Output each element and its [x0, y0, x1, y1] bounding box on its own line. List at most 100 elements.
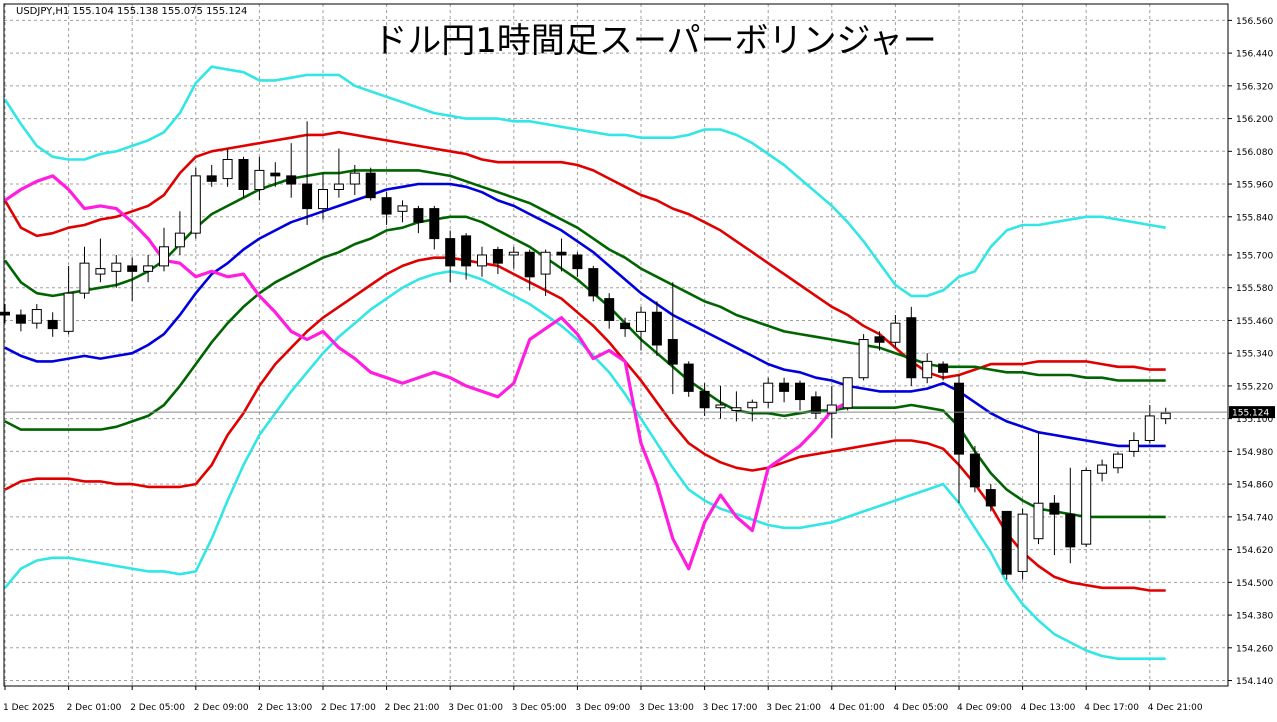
candle-body-bull: [1144, 415, 1155, 441]
indicator-lines: [3, 65, 1166, 661]
candle-body-bear: [683, 363, 694, 392]
candle-body-bull: [1017, 513, 1028, 572]
y-tick-label: 155.100: [1236, 415, 1273, 425]
candle-body-bull: [1033, 502, 1044, 540]
candle-body-bear: [604, 298, 615, 321]
candles: [0, 121, 1171, 580]
candle-body-bear: [938, 363, 949, 373]
candle-body-bull: [254, 169, 265, 191]
band-plus-2sigma-line: [3, 130, 1166, 380]
candle-body-bull: [1113, 453, 1123, 469]
y-tick-label: 155.960: [1236, 181, 1273, 191]
y-tick-label: 154.500: [1236, 579, 1273, 589]
candle-body-bear: [381, 197, 392, 215]
candle-body-bear: [954, 382, 964, 455]
candle-body-bull: [174, 232, 185, 248]
candle-body-bull: [715, 404, 726, 409]
x-tick-label: 2 Dec 01:00: [67, 703, 122, 713]
candle-body-bear: [238, 158, 249, 191]
candle-body-bull: [190, 175, 201, 234]
candle-body-bull: [477, 254, 487, 267]
current-price-tag: [1229, 406, 1275, 419]
band-plus-3sigma-line: [3, 65, 1166, 298]
grid-lines: [4, 4, 1228, 686]
x-tick-label: 3 Dec 05:00: [512, 703, 567, 713]
lagging-span-line: [4, 174, 849, 571]
candle-body-bull: [159, 246, 169, 267]
x-tick-label: 2 Dec 05:00: [130, 703, 185, 713]
x-tick-label: 3 Dec 01:00: [448, 703, 503, 713]
candle-body-bear: [572, 254, 583, 270]
y-tick-label: 155.340: [1236, 350, 1273, 360]
candle-body-bear: [270, 172, 281, 177]
candle-body-bull: [731, 407, 742, 411]
candle-body-bull: [508, 251, 519, 256]
candle-body-bull: [842, 377, 853, 409]
y-tick-label: 154.380: [1236, 612, 1273, 622]
y-tick-label: 154.140: [1236, 677, 1273, 687]
candle-body-bull: [1081, 469, 1092, 545]
candle-body-bull: [222, 158, 233, 180]
x-tick-label: 4 Dec 01:00: [830, 703, 885, 713]
x-tick-label: 2 Dec 17:00: [321, 703, 376, 713]
y-tick-label: 155.700: [1236, 251, 1273, 261]
candle-body-bear: [524, 251, 535, 278]
candle-body-bear: [286, 175, 297, 185]
candle-body-bear: [699, 390, 710, 409]
candle-body-bear: [969, 453, 980, 488]
candle-body-bull: [747, 401, 758, 409]
y-tick-label: 154.980: [1236, 448, 1273, 458]
x-tick-label: 3 Dec 17:00: [703, 703, 758, 713]
y-tick-label: 155.840: [1236, 213, 1273, 223]
candle-body-bear: [985, 489, 996, 507]
candle-body-bull: [318, 189, 328, 210]
y-tick-label: 156.320: [1236, 82, 1273, 92]
x-tick-label: 2 Dec 13:00: [257, 703, 312, 713]
candle-body-bull: [858, 339, 869, 379]
candle-body-bear: [1049, 502, 1060, 515]
candle-body-bull: [636, 311, 646, 332]
band-minus-2sigma-line: [4, 256, 1166, 592]
x-tick-label: 1 Dec 2025: [3, 703, 55, 713]
candle-body-bear: [15, 314, 26, 324]
candle-body-bear: [1065, 513, 1076, 548]
plot-frame: [3, 3, 1229, 687]
band-minus-1sigma-line: [4, 215, 1166, 519]
x-tick-label: 2 Dec 09:00: [194, 703, 249, 713]
candle-body-bull: [1160, 412, 1171, 420]
candle-body-bear: [47, 319, 58, 330]
candle-body-bear: [445, 238, 456, 267]
candle-body-bull: [111, 262, 122, 272]
candle-body-bull: [826, 404, 837, 414]
x-tick-label: 4 Dec 21:00: [1148, 703, 1203, 713]
candle-body-bear: [206, 175, 217, 182]
candle-body-bull: [540, 251, 551, 275]
y-tick-label: 155.220: [1236, 382, 1273, 392]
x-tick-label: 4 Dec 17:00: [1084, 703, 1139, 713]
y-tick-label: 156.080: [1236, 148, 1273, 158]
candle-body-bear: [588, 268, 599, 297]
candle-body-bear: [810, 396, 821, 414]
candle-body-bear: [127, 265, 138, 272]
candle-body-bull: [143, 265, 154, 272]
page-title: ドル円1時間足スーパーボリンジャー: [373, 21, 937, 61]
y-tick-label: 154.860: [1236, 481, 1273, 491]
y-tick-label: 156.200: [1236, 115, 1273, 125]
x-tick-label: 2 Dec 21:00: [385, 703, 440, 713]
candle-body-bull: [63, 292, 74, 332]
candle-body-bear: [461, 235, 472, 267]
candle-body-bull: [79, 262, 90, 294]
x-tick-label: 4 Dec 05:00: [893, 703, 948, 713]
y-tick-label: 154.620: [1236, 546, 1273, 556]
candle-body-bull: [349, 172, 360, 185]
x-tick-label: 3 Dec 09:00: [575, 703, 630, 713]
symbol-info-label: USDJPY,H1 155.104 155.138 155.075 155.12…: [16, 6, 247, 17]
candle-body-bull: [397, 205, 408, 212]
band-minus-3sigma-line: [4, 269, 1166, 661]
candle-body-bull: [31, 309, 42, 324]
candle-body-bear: [906, 317, 917, 379]
y-tick-label: 154.740: [1236, 513, 1273, 523]
sma-line: [4, 182, 1166, 448]
